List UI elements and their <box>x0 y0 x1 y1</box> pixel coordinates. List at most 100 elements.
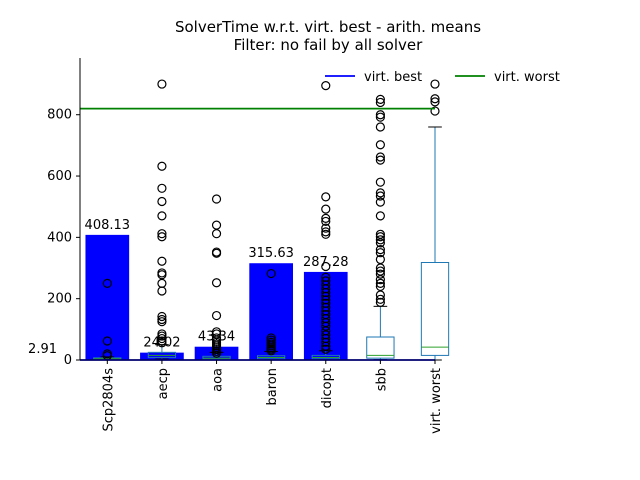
boxplot-virt. worst <box>420 79 450 361</box>
outlier-point <box>157 211 167 221</box>
boxplot-dicopt <box>311 80 340 361</box>
outlier-point <box>157 196 167 207</box>
outlier-point <box>157 161 167 171</box>
outlier-point <box>266 268 276 279</box>
y-tick-label: 200 <box>47 292 72 307</box>
outlier-point <box>102 336 112 346</box>
x-tick-label: sbb <box>374 368 389 391</box>
outlier-point <box>375 232 385 242</box>
outlier-point <box>375 97 385 108</box>
outlier-point <box>430 79 440 89</box>
legend-label-1: virt. worst <box>494 70 560 85</box>
y-tick-label: 400 <box>47 230 72 245</box>
outlier-point <box>321 295 331 305</box>
outlier-point <box>321 291 331 301</box>
outlier-point <box>375 94 385 104</box>
chart-title: SolverTime w.r.t. virt. best - arith. me… <box>175 18 481 36</box>
outlier-point <box>211 348 222 358</box>
outlier-point <box>321 80 331 91</box>
outlier-point <box>321 229 331 239</box>
y-tick-label: 600 <box>47 169 72 184</box>
outlier-point <box>375 290 385 300</box>
outlier-point <box>375 140 385 150</box>
boxplot-baron <box>257 268 286 361</box>
outlier-point <box>375 245 385 255</box>
outlier-point <box>375 110 385 120</box>
outlier-point <box>266 346 276 356</box>
outlier-point <box>375 263 385 273</box>
boxplot-aecp <box>147 79 177 360</box>
outlier-point <box>375 294 385 304</box>
boxplot-sbb <box>366 94 395 361</box>
outlier-point <box>157 331 167 341</box>
outlier-point <box>157 229 167 239</box>
outlier-point <box>375 122 385 132</box>
outlier-point <box>157 79 167 89</box>
outlier-point <box>375 248 385 258</box>
outlier-point <box>375 155 385 165</box>
outlier-point <box>157 256 167 266</box>
outlier-point <box>211 248 222 258</box>
outlier-point <box>211 220 222 230</box>
bar-Scp2804s <box>85 234 130 360</box>
outlier-point <box>375 238 385 248</box>
outlier-point <box>375 235 385 245</box>
legend-label-0: virt. best <box>364 70 422 85</box>
outlier-point <box>211 194 222 204</box>
outlier-point <box>157 278 167 288</box>
outlier-point <box>375 177 385 187</box>
outlier-point <box>321 344 331 354</box>
outlier-point <box>211 229 222 239</box>
y-tick-label: 800 <box>47 108 72 123</box>
legend: virt. best virt. worst <box>325 70 560 85</box>
outlier-point <box>321 261 331 272</box>
outlier-point <box>157 268 167 278</box>
y-tick-label: 0 <box>64 353 72 368</box>
outlier-point <box>375 275 385 285</box>
x-tick-label: virt. worst <box>429 368 444 434</box>
x-tick-label: Scp2804s <box>101 368 116 432</box>
box-iqr <box>420 262 450 356</box>
outlier-point <box>321 204 331 214</box>
outlier-point <box>321 302 331 312</box>
outlier-point <box>375 197 385 207</box>
y-baseline-label: 2.91 <box>28 342 57 357</box>
outlier-point <box>321 287 331 298</box>
bar-value-label: 408.13 <box>85 218 131 233</box>
outlier-point <box>157 333 167 344</box>
x-tick-label: baron <box>265 368 280 405</box>
outlier-point <box>157 286 167 296</box>
outlier-point <box>211 278 222 288</box>
bar-aecp <box>140 352 184 360</box>
outlier-point <box>430 106 440 116</box>
outlier-point <box>375 297 385 307</box>
outlier-point <box>102 278 112 288</box>
outlier-point <box>375 188 385 198</box>
outlier-point <box>375 152 385 162</box>
bar-value-label: 287.28 <box>303 255 349 270</box>
outlier-point <box>321 227 331 237</box>
outlier-point <box>321 330 331 340</box>
outlier-point <box>211 310 222 321</box>
boxplot-aoa <box>202 194 231 361</box>
outlier-point <box>157 232 167 242</box>
box-iqr <box>366 336 395 359</box>
bar-value-label: 24.02 <box>143 336 180 351</box>
x-tick-label: dicopt <box>320 368 335 408</box>
chart-subtitle: Filter: no fail by all solver <box>234 36 423 54</box>
outlier-point <box>375 278 385 288</box>
outlier-point <box>321 284 331 294</box>
outlier-point <box>375 211 385 221</box>
outlier-point <box>375 191 385 201</box>
outlier-point <box>321 337 331 347</box>
outlier-point <box>157 311 167 322</box>
x-tick-label: aecp <box>156 368 171 399</box>
outlier-point <box>321 213 331 223</box>
plot-area: 408.13 24.02 43.34 315.63 287.28 0 200 400 600 80… <box>28 58 450 434</box>
x-tick-label: aoa <box>211 368 226 392</box>
outlier-point <box>157 270 167 280</box>
outlier-point <box>321 223 331 233</box>
outlier-point <box>157 317 167 327</box>
outlier-point <box>321 192 331 202</box>
